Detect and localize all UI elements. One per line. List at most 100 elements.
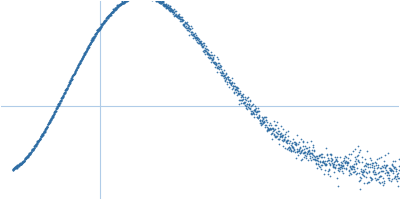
Point <box>352 156 359 159</box>
Point <box>308 151 314 154</box>
Point <box>322 147 329 150</box>
Point <box>66 82 72 85</box>
Point <box>342 160 348 164</box>
Point <box>37 137 44 140</box>
Point <box>19 160 26 163</box>
Point <box>41 130 48 134</box>
Point <box>115 4 122 7</box>
Point <box>177 18 184 21</box>
Point <box>239 94 246 97</box>
Point <box>155 0 161 1</box>
Point <box>95 28 102 31</box>
Point <box>220 72 226 75</box>
Point <box>151 0 157 1</box>
Point <box>237 93 244 96</box>
Point <box>76 61 82 64</box>
Point <box>320 155 327 158</box>
Point <box>100 21 107 24</box>
Point <box>32 145 38 148</box>
Point <box>218 73 225 77</box>
Point <box>310 157 317 160</box>
Point <box>297 152 304 155</box>
Point <box>290 138 296 141</box>
Point <box>206 52 213 56</box>
Point <box>318 152 325 156</box>
Point <box>296 140 302 143</box>
Point <box>216 70 223 73</box>
Point <box>393 177 399 181</box>
Point <box>117 2 123 5</box>
Point <box>310 158 317 161</box>
Point <box>308 158 314 161</box>
Point <box>376 166 383 169</box>
Point <box>303 151 310 155</box>
Point <box>260 116 266 119</box>
Point <box>102 19 108 22</box>
Point <box>283 140 289 144</box>
Point <box>380 170 386 173</box>
Point <box>196 39 202 43</box>
Point <box>211 62 217 65</box>
Point <box>250 110 256 114</box>
Point <box>178 19 184 22</box>
Point <box>72 71 78 74</box>
Point <box>240 92 246 96</box>
Point <box>319 161 325 164</box>
Point <box>317 168 324 171</box>
Point <box>312 158 318 161</box>
Point <box>17 162 23 166</box>
Point <box>87 42 94 45</box>
Point <box>288 148 294 151</box>
Point <box>56 102 63 105</box>
Point <box>169 8 176 11</box>
Point <box>23 156 30 159</box>
Point <box>295 149 302 152</box>
Point <box>81 52 87 55</box>
Point <box>279 144 286 147</box>
Point <box>215 57 221 60</box>
Point <box>274 131 280 135</box>
Point <box>72 71 78 74</box>
Point <box>202 52 209 55</box>
Point <box>124 0 130 1</box>
Point <box>154 0 160 2</box>
Point <box>92 33 98 36</box>
Point <box>65 84 72 87</box>
Point <box>262 123 268 127</box>
Point <box>72 70 78 73</box>
Point <box>150 0 156 1</box>
Point <box>50 114 56 117</box>
Point <box>85 46 91 49</box>
Point <box>161 5 167 8</box>
Point <box>344 163 350 166</box>
Point <box>392 176 398 179</box>
Point <box>107 13 114 16</box>
Point <box>226 80 232 83</box>
Point <box>156 1 163 4</box>
Point <box>301 155 307 158</box>
Point <box>381 181 388 184</box>
Point <box>354 172 360 175</box>
Point <box>21 159 27 162</box>
Point <box>276 142 282 145</box>
Point <box>111 8 117 12</box>
Point <box>316 161 323 164</box>
Point <box>264 130 270 133</box>
Point <box>250 103 256 106</box>
Point <box>168 8 174 11</box>
Point <box>340 158 347 161</box>
Point <box>11 167 18 170</box>
Point <box>346 153 352 156</box>
Point <box>25 154 32 157</box>
Point <box>10 168 16 171</box>
Point <box>107 14 113 17</box>
Point <box>252 109 259 112</box>
Point <box>348 173 354 176</box>
Point <box>336 163 342 166</box>
Point <box>265 127 272 131</box>
Point <box>189 31 195 34</box>
Point <box>188 34 195 37</box>
Point <box>288 149 294 152</box>
Point <box>70 73 77 76</box>
Point <box>358 170 364 173</box>
